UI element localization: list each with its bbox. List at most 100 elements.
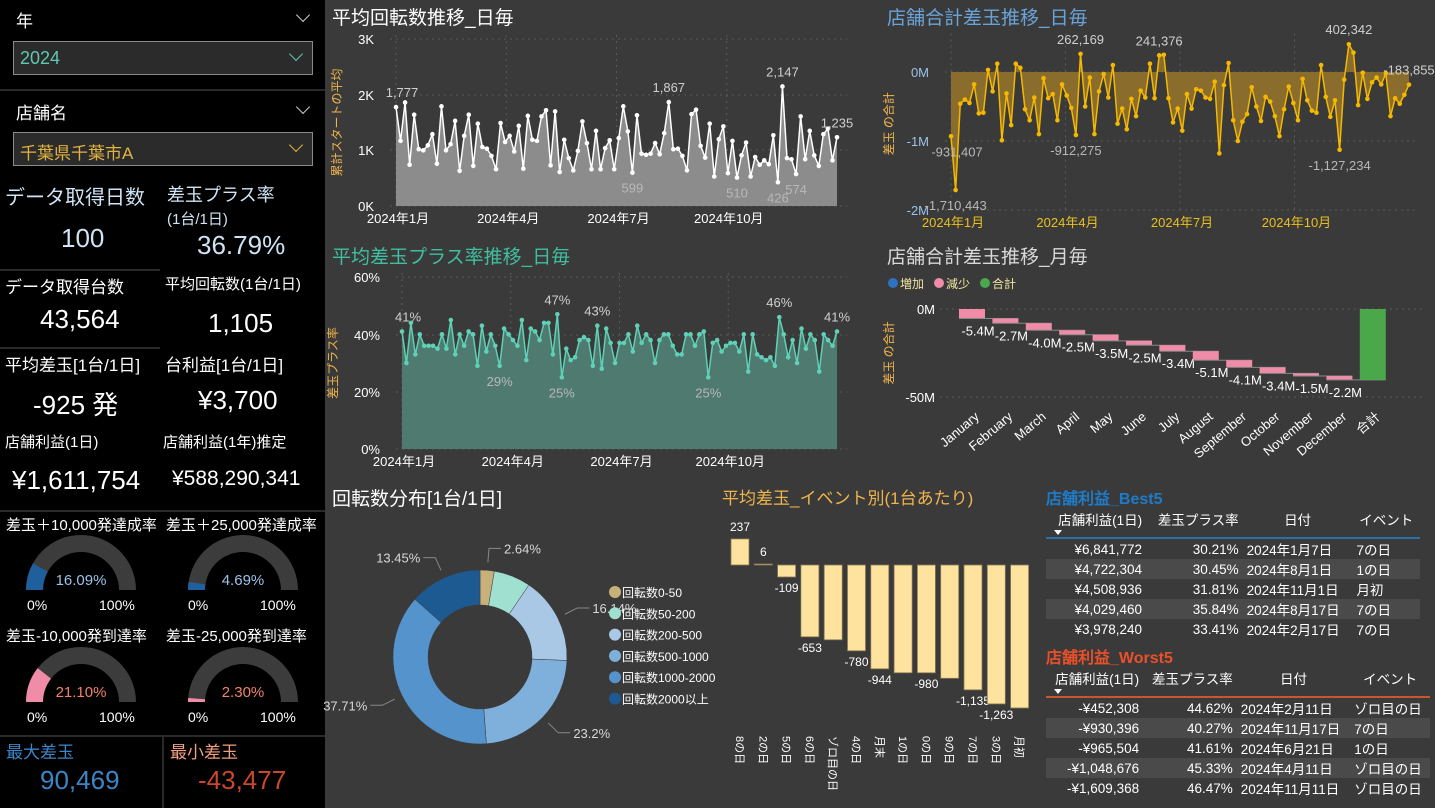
data-label: 1,777 [386,85,419,100]
waterfall-bar [992,318,1019,324]
data-point [1013,61,1019,67]
year-dropdown[interactable]: 2024 [13,41,313,75]
column-header-label: 日付 [1284,513,1312,528]
table-row[interactable]: -¥930,396 40.27% 2024年11月17日 7の日 [1046,718,1430,738]
column-header[interactable]: 差玉プラス率 [1143,668,1237,698]
data-point [572,354,578,360]
data-point [757,162,763,168]
data-label: -2.5M [1128,350,1161,365]
gauge-min-label: 0% [27,597,48,613]
y-tick-label: 0K [358,199,374,214]
store-dropdown[interactable]: 千葉県千葉市A [13,132,313,166]
data-point [816,163,822,169]
data-point [648,151,653,156]
data-point [448,141,453,147]
data-point [1281,106,1287,112]
profit-cell: -¥965,504 [1078,740,1140,756]
data-point [639,340,644,346]
sort-descending-icon[interactable] [1054,689,1062,694]
data-point [834,329,840,334]
column-header-label: 店舗利益(1日) [1058,513,1143,528]
data-point [705,375,711,380]
data-point [1166,95,1171,101]
data-point [759,354,764,360]
table-row[interactable]: ¥6,841,772 30.21% 2024年1月7日 7の日 [1046,538,1420,559]
column-header[interactable]: 日付 [1236,668,1351,698]
daily-sadama-chart-title: 店舗合計差玉推移_日毎 [887,8,1088,29]
data-point [743,140,749,145]
data-point [675,146,681,151]
data-point [999,138,1005,143]
data-point [1036,131,1042,137]
table-row[interactable]: ¥4,508,936 31.81% 2024年11月1日 月初 [1046,579,1420,599]
data-point [776,314,782,320]
waterfall-bar [1293,373,1319,377]
data-point [1184,91,1190,97]
data-point [657,337,662,343]
sort-descending-icon[interactable] [1054,530,1062,535]
data-point [816,369,822,374]
data-point [692,343,698,349]
table-row[interactable]: -¥1,048,676 45.33% 2024年4月11日 ゾロ目の日 [1046,758,1430,778]
data-point [1258,118,1264,124]
column-header[interactable]: イベント [1350,668,1430,698]
x-tick-label: 月末 [873,736,887,758]
data-point [670,343,676,349]
data-point [1207,96,1213,102]
plus-rate-cell: 45.33% [1143,758,1237,778]
x-tick-label: 7の日 [966,736,978,764]
data-point [537,337,542,343]
data-point [470,332,476,337]
data-label: -109 [775,581,799,595]
gauge-max-label: 100% [260,709,296,725]
y-tick-label: 0M [911,65,929,80]
data-point [1119,106,1125,111]
data-label: -4.0M [1028,335,1061,350]
worst5-title: 店舗利益_Worst5 [1046,650,1173,667]
column-header[interactable]: 店舗利益(1日) [1046,668,1144,698]
leader-line [547,722,571,734]
data-point [550,352,556,357]
data-point [976,111,982,116]
data-point [541,320,547,326]
data-label: 241,376 [1136,33,1183,48]
table-row[interactable]: -¥1,609,368 46.47% 2024年11月11日 ゾロ目の日 [1046,778,1430,798]
data-point [793,171,799,177]
x-tick-label: 6の日 [803,736,815,764]
data-point [785,354,791,360]
gauge-track [26,647,136,702]
data-point [475,363,480,369]
plus-rate-cell: 41.61% [1186,740,1233,756]
data-point [707,121,713,126]
column-header-label: 日付 [1280,672,1308,687]
table-row[interactable]: ¥4,722,304 30.45% 2024年8月1日 1の日 [1046,559,1420,579]
waterfall-bar [1326,376,1353,380]
profit-cell: -¥930,396 [1046,718,1144,738]
data-point [580,119,585,124]
data-label: -4.1M [1229,372,1262,387]
data-point [421,343,427,349]
table-row[interactable]: -¥452,308 44.62% 2024年2月11日 ゾロ目の日 [1046,697,1430,718]
x-tick-label: 5の日 [780,736,792,764]
table-row[interactable]: -¥965,504 41.61% 2024年6月21日 1の日 [1046,738,1430,758]
x-tick-label: 2024年1月 [373,454,435,469]
data-point [821,131,826,137]
data-label: 1,235 [821,115,854,130]
y-tick-label: 0M [917,302,935,317]
data-point [1143,95,1148,100]
data-point [1027,118,1032,123]
data-label: -780 [844,655,868,669]
kpi-value-machine-profit: ¥3,700 [198,385,278,415]
table-row[interactable]: ¥4,029,460 35.84% 2024年8月17日 7の日 [1046,599,1420,619]
column-header[interactable]: 日付 [1242,509,1353,539]
data-point [404,360,409,366]
column-header[interactable]: イベント [1352,509,1420,539]
column-header[interactable]: 差玉プラス率 [1146,509,1243,539]
column-header[interactable]: 店舗利益(1日) [1046,509,1147,539]
table-row[interactable]: ¥3,978,240 33.41% 2024年2月17日 7の日 [1046,619,1420,639]
data-point [1365,96,1370,102]
data-point [584,140,590,146]
event-cell: 7の日 [1352,599,1420,619]
data-point [1124,126,1130,132]
